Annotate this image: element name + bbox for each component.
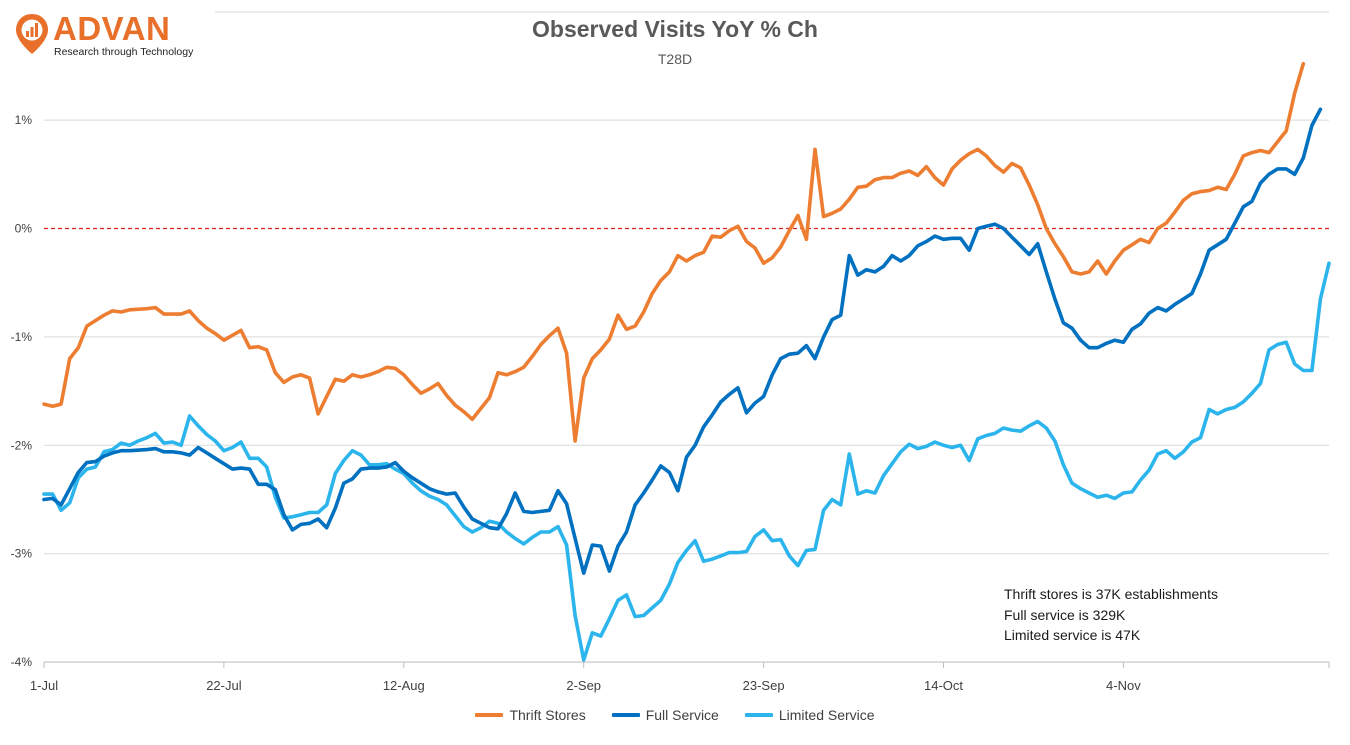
y-tick-label: -2% [11, 438, 33, 452]
logo-wordmark: ADVAN [53, 10, 171, 47]
legend-item-thrift-stores: Thrift Stores [475, 707, 586, 723]
legend-swatch-thrift-stores [475, 713, 504, 717]
y-tick-label: -4% [11, 655, 33, 669]
chart-title: Observed Visits YoY % Ch [532, 16, 818, 42]
y-tick-label: -3% [11, 547, 33, 561]
limited-service-line [42, 261, 1331, 662]
x-tick-label: 22-Jul [206, 678, 242, 693]
advan-logo: ADVAN Research through Technology [14, 10, 204, 62]
legend-swatch-full-service [611, 713, 640, 717]
note-line-full-service: Full service is 329K [1004, 606, 1126, 623]
map-pin-logo-icon [16, 14, 48, 54]
y-tick-label: 0% [15, 222, 33, 236]
thrift-stores-line [42, 61, 1306, 443]
full-service-line [42, 107, 1323, 576]
logo-tagline: Research through Technology [54, 46, 194, 58]
x-tick-label: 2-Sep [566, 678, 601, 693]
x-tick-label: 1-Jul [30, 678, 58, 693]
establishment-note: Thrift stores is 37K establishments Full… [1004, 584, 1218, 646]
x-tick-label: 4-Nov [1106, 678, 1141, 693]
x-tick-label: 14-Oct [924, 678, 963, 693]
legend-label-limited-service: Limited Service [778, 707, 875, 723]
y-tick-label: -1% [11, 330, 33, 344]
legend-item-full-service: Full Service [611, 707, 719, 723]
y-tick-label: 1% [15, 113, 33, 127]
x-tick-label: 23-Sep [743, 678, 785, 693]
legend-item-limited-service: Limited Service [744, 707, 875, 723]
legend-swatch-limited-service [744, 713, 773, 717]
chart-subtitle: T28D [657, 51, 693, 67]
chart-legend: Thrift Stores Full Service Limited Servi… [0, 707, 1350, 723]
legend-label-thrift-stores: Thrift Stores [509, 707, 586, 723]
legend-label-full-service: Full Service [645, 707, 719, 723]
x-tick-label: 12-Aug [383, 678, 425, 693]
note-line-limited-service: Limited service is 47K [1004, 627, 1141, 643]
note-line-thrift: Thrift stores is 37K establishments [1004, 586, 1218, 602]
